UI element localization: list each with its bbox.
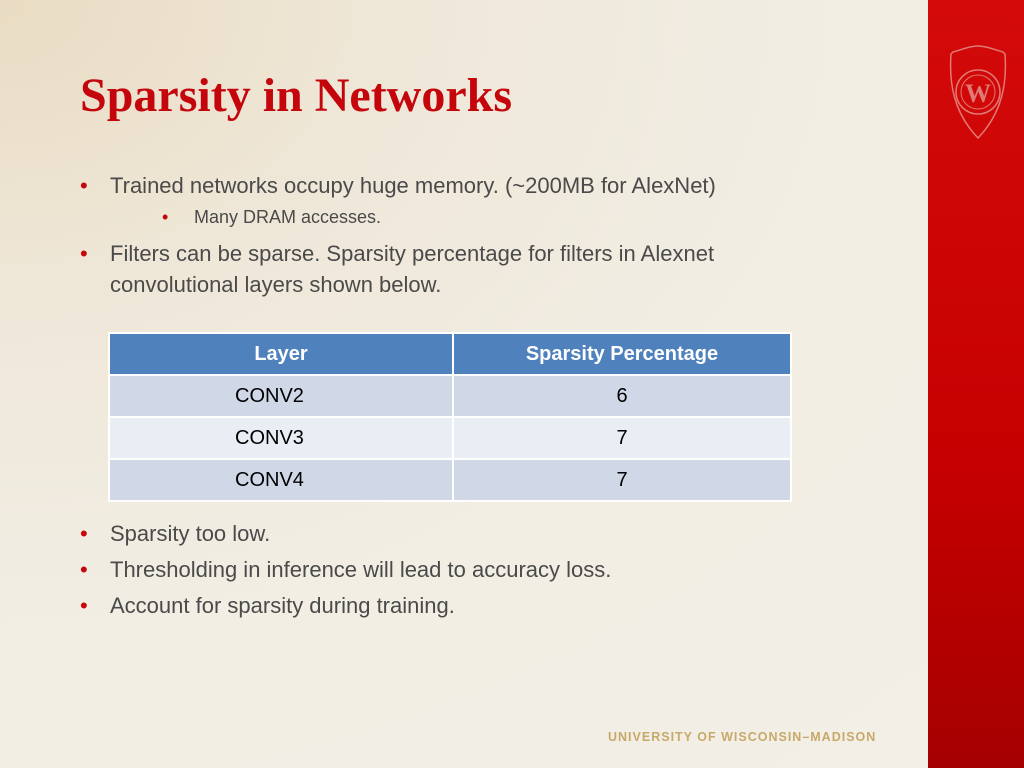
bullet-dot-icon: • <box>80 241 88 266</box>
bullet-item: • Filters can be sparse. Sparsity percen… <box>80 238 780 300</box>
slide-title: Sparsity in Networks <box>80 69 513 122</box>
bullet-item: • Trained networks occupy huge memory. (… <box>80 172 716 200</box>
cell-value: 7 <box>452 416 792 460</box>
table-row: CONV4 7 <box>108 458 792 502</box>
cell-layer: CONV4 <box>108 458 454 502</box>
bullet-item: • Thresholding in inference will lead to… <box>80 556 611 584</box>
sub-bullet-text: Many DRAM accesses. <box>194 207 382 227</box>
bullet-dot-icon: • <box>80 173 88 198</box>
sparsity-table: Layer Sparsity Percentage CONV2 6 CONV3 … <box>108 332 792 502</box>
bullet-text: Filters can be sparse. Sparsity percenta… <box>110 241 715 297</box>
uw-crest-icon: W <box>949 45 1007 140</box>
cell-value: 7 <box>452 458 792 502</box>
table-row: CONV3 7 <box>108 416 792 460</box>
cell-layer: CONV2 <box>108 374 454 418</box>
bullet-dot-icon: • <box>80 521 88 546</box>
table-header-row: Layer Sparsity Percentage <box>108 332 792 376</box>
red-side-band <box>928 0 1024 768</box>
bullet-text: Account for sparsity during training. <box>110 593 455 618</box>
bullet-text: Sparsity too low. <box>110 521 271 546</box>
bullet-dot-icon: • <box>80 557 88 582</box>
bullet-text: Trained networks occupy huge memory. (~2… <box>110 173 716 198</box>
cell-layer: CONV3 <box>108 416 454 460</box>
bullet-item: • Sparsity too low. <box>80 520 270 548</box>
column-header-sparsity: Sparsity Percentage <box>452 332 792 376</box>
crest-letter: W <box>965 79 991 108</box>
column-header-layer: Layer <box>108 332 454 376</box>
bullet-text: Thresholding in inference will lead to a… <box>110 557 612 582</box>
bullet-dot-icon: • <box>162 207 169 227</box>
table-row: CONV2 6 <box>108 374 792 418</box>
cell-value: 6 <box>452 374 792 418</box>
bullet-item: • Account for sparsity during training. <box>80 592 455 620</box>
university-footer: UNIVERSITY OF WISCONSIN–MADISON <box>608 730 877 744</box>
sub-bullet-item: • Many DRAM accesses. <box>162 205 381 229</box>
bullet-dot-icon: • <box>80 593 88 618</box>
